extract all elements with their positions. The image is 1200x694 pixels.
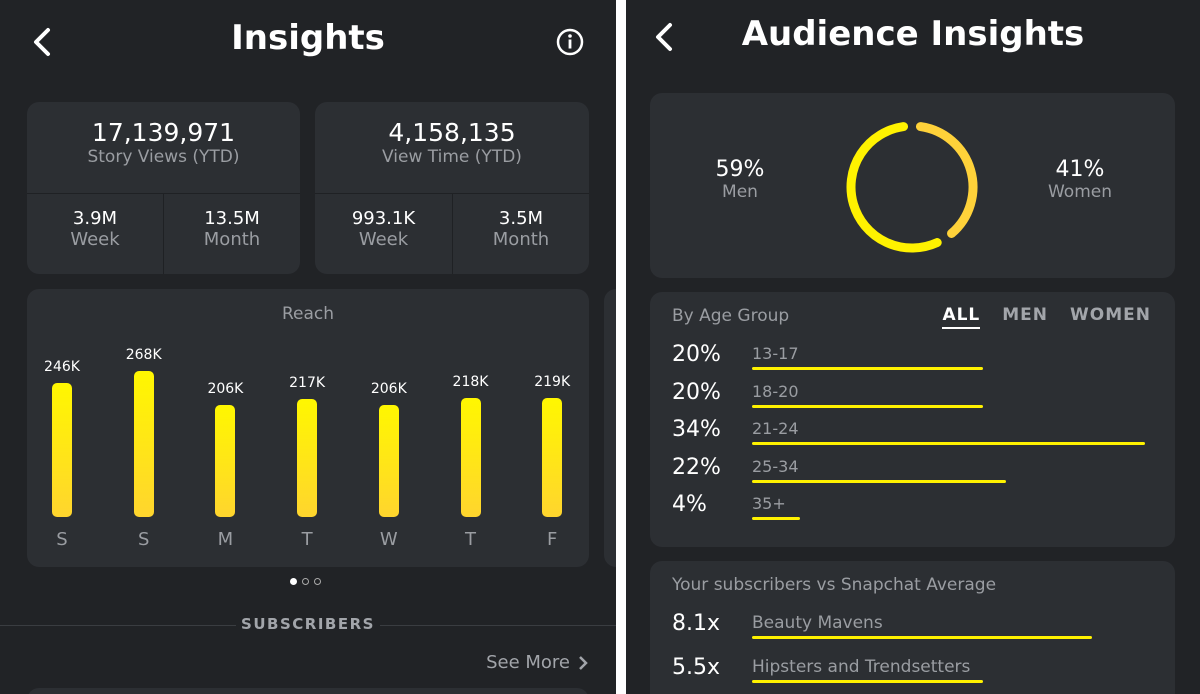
bar-value-label: 206K (207, 380, 244, 397)
subscribers-card (27, 688, 589, 694)
info-icon[interactable] (556, 28, 584, 56)
age-group-card: By Age Group ALL MEN WOMEN 20% 13-17 20% 18-2… (650, 292, 1175, 547)
age-percent: 4% (672, 492, 707, 517)
reach-bar[interactable] (460, 398, 481, 517)
reach-bar[interactable] (378, 404, 399, 517)
reach-bar[interactable] (297, 398, 318, 517)
day-label: T (301, 529, 313, 550)
chart-title: Reach (281, 304, 335, 324)
page-title: Insights (231, 18, 385, 58)
age-bar (752, 404, 984, 408)
section-subscribers: SUBSCRIBERS (236, 615, 380, 633)
story-month-value: 13.5M (204, 208, 260, 229)
bar-value-label: 217K (289, 374, 326, 391)
page-dot[interactable] (290, 578, 297, 585)
women-arc (915, 122, 978, 238)
age-range: 18-20 (752, 381, 799, 401)
chevron-right-icon[interactable] (576, 654, 590, 672)
age-percent: 20% (672, 379, 721, 405)
view-time-label: View Time (YTD) (382, 147, 522, 167)
bar-value-label: 218K (452, 374, 489, 391)
page-title: Audience Insights (741, 14, 1085, 54)
men-arc (846, 122, 942, 253)
reach-bar[interactable] (542, 397, 563, 517)
bar-value-label: 219K (534, 373, 571, 390)
story-views-value: 17,139,971 (91, 118, 236, 147)
comparison-heading: Your subscribers vs Snapchat Average (672, 575, 997, 595)
age-percent: 22% (672, 454, 721, 480)
page-dot[interactable] (314, 578, 321, 585)
audience-insights-panel: Audience Insights 59% Men 41% Women By Age… (626, 0, 1200, 694)
men-label: Men (722, 182, 758, 202)
age-bar (752, 367, 984, 370)
women-label: Women (1047, 182, 1112, 202)
multiplier: 5.5x (672, 655, 721, 680)
age-heading: By Age Group (672, 306, 790, 326)
interest-label: Hipsters and Trendsetters (752, 657, 971, 677)
age-bar (752, 442, 1145, 445)
chevron-left-icon[interactable] (30, 26, 54, 58)
day-label: M (217, 529, 234, 550)
viewtime-week-label: Week (358, 229, 409, 250)
day-label: T (465, 529, 476, 550)
age-percent: 20% (672, 342, 721, 367)
age-range: 25-34 (752, 456, 799, 476)
women-percent: 41% (1055, 157, 1105, 182)
day-label: W (379, 529, 398, 550)
interest-bar (752, 636, 1093, 639)
subscriber-comparison-card: Your subscribers vs Snapchat Average 8.1… (650, 561, 1175, 694)
age-range: 35+ (752, 494, 786, 513)
insights-panel: Insights 17,139,971 Story Views (YTD) 3.9… (0, 0, 616, 694)
story-week-value: 3.9M (72, 208, 118, 229)
reach-bar[interactable] (215, 404, 236, 517)
men-percent: 59% (715, 157, 765, 182)
reach-chart-card[interactable]: Reach 246K S 268K S 206K M 217K T 206K W 218K T 219K… (27, 289, 589, 567)
story-views-card[interactable]: 17,139,971 Story Views (YTD) 3.9M Week 13.… (27, 102, 300, 274)
reach-bar[interactable] (133, 370, 154, 517)
age-tab-all[interactable]: ALL (942, 305, 981, 329)
day-label: F (547, 529, 558, 550)
age-percent: 34% (672, 417, 721, 442)
page-dot[interactable] (302, 578, 309, 585)
bar-value-label: 246K (44, 358, 80, 375)
story-week-label: Week (70, 229, 120, 250)
reach-bar[interactable] (52, 382, 72, 517)
age-range: 21-24 (752, 419, 799, 438)
chevron-left-icon[interactable] (652, 21, 676, 53)
view-time-card[interactable]: 4,158,135 View Time (YTD) 993.1K Week 3.5M… (315, 102, 589, 274)
age-tab-men[interactable]: MEN (1002, 305, 1049, 325)
gender-donut-chart (846, 122, 978, 253)
multiplier: 8.1x (672, 611, 721, 636)
gender-card: 59% Men 41% Women (650, 93, 1175, 278)
age-range: 13-17 (752, 344, 799, 363)
viewtime-week-value: 993.1K (351, 208, 416, 229)
day-label: S (137, 529, 150, 550)
next-chart-card-peek[interactable] (604, 289, 616, 567)
viewtime-month-value: 3.5M (498, 208, 544, 229)
interest-label: Beauty Mavens (752, 613, 883, 633)
day-label: S (56, 529, 68, 550)
age-bar (752, 517, 800, 520)
view-time-value: 4,158,135 (388, 118, 516, 147)
see-more-link[interactable]: See More (486, 652, 570, 673)
age-bar (752, 479, 1007, 483)
bar-value-label: 206K (370, 380, 407, 397)
viewtime-month-label: Month (492, 229, 550, 250)
interest-bar (752, 680, 983, 683)
story-month-label: Month (203, 229, 261, 250)
age-tab-women[interactable]: WOMEN (1070, 305, 1151, 325)
story-views-label: Story Views (YTD) (87, 147, 240, 167)
bar-value-label: 268K (125, 346, 162, 363)
